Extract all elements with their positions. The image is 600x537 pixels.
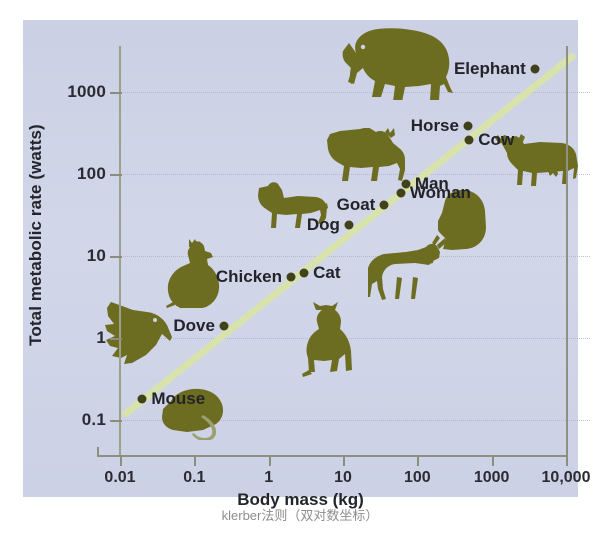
data-point[interactable] xyxy=(464,135,474,145)
data-point[interactable] xyxy=(530,64,540,74)
cat-silhouette xyxy=(302,302,352,377)
y-axis-tick-label: 10 xyxy=(86,246,106,265)
data-point[interactable] xyxy=(463,121,473,131)
x-axis-right-cap xyxy=(566,447,568,457)
y-axis-right-line xyxy=(566,46,568,456)
x-axis-tick-label: 0.1 xyxy=(183,469,206,486)
dog-silhouette xyxy=(258,182,328,228)
x-axis-tick xyxy=(491,457,494,466)
data-point-label: Horse xyxy=(410,116,459,136)
trendline-layer xyxy=(122,53,576,418)
data-point-label: Cow xyxy=(478,129,515,149)
y-axis-tick xyxy=(110,256,122,258)
gridline xyxy=(120,174,590,175)
data-point[interactable] xyxy=(396,188,406,198)
chart-panel: Mouse Dove Chicken Cat Dog Goat Man Woman Horse C… xyxy=(23,20,590,509)
x-axis-tick xyxy=(268,457,271,466)
y-axis-title: Total metabolic rate (watts) xyxy=(26,124,45,346)
data-point[interactable] xyxy=(219,321,229,331)
cow-silhouette xyxy=(495,134,578,186)
y-axis-tick-label: 0.1 xyxy=(81,410,106,429)
figure-caption: klerber法则（双对数坐标） xyxy=(221,508,379,523)
data-point-label: Chicken xyxy=(215,267,283,287)
human-head-silhouette xyxy=(438,190,486,250)
data-point-label: Goat xyxy=(336,194,376,214)
horse-silhouette xyxy=(327,128,405,181)
x-axis-tick-label: 0.01 xyxy=(104,469,136,486)
x-axis-title: Body mass (kg) xyxy=(237,490,364,509)
data-point[interactable] xyxy=(379,200,389,210)
y-axis-tick-label: 1000 xyxy=(67,82,106,101)
trendline xyxy=(122,53,576,418)
y-axis-tick xyxy=(110,338,122,340)
x-axis-tick xyxy=(417,457,420,466)
x-axis-tick xyxy=(120,457,122,466)
y-axis-tick xyxy=(110,92,122,94)
data-point[interactable] xyxy=(401,179,411,189)
data-point-label: Mouse xyxy=(151,389,206,409)
data-point[interactable] xyxy=(137,394,147,404)
y-axis-tick-label: 1 xyxy=(96,328,106,347)
x-axis-tick-label: 1 xyxy=(264,469,274,486)
y-axis-tick-label: 100 xyxy=(77,164,106,183)
gridline xyxy=(120,92,590,93)
data-point-label: Dove xyxy=(173,316,215,336)
x-axis-tick xyxy=(566,457,568,466)
y-axis-line xyxy=(119,46,121,456)
data-point-label: Man xyxy=(414,174,449,194)
dove-silhouette xyxy=(105,302,172,364)
elephant-silhouette xyxy=(342,28,453,100)
data-point[interactable] xyxy=(299,268,309,278)
y-axis-tick xyxy=(110,420,122,422)
data-point[interactable] xyxy=(344,220,354,230)
x-axis-tick-label: 1000 xyxy=(473,469,510,486)
mouse-silhouette xyxy=(162,388,224,440)
goat-silhouette xyxy=(368,235,447,300)
data-point-label: Elephant xyxy=(453,59,526,79)
x-axis-tick xyxy=(194,457,197,466)
chicken-silhouette xyxy=(166,239,220,308)
x-axis-left-cap xyxy=(97,447,99,457)
data-point[interactable] xyxy=(286,272,296,282)
x-axis-tick-label: 10,000 xyxy=(541,469,591,486)
gridline xyxy=(120,256,590,257)
x-axis-tick-label: 10 xyxy=(334,469,352,486)
gridline xyxy=(120,420,590,421)
data-point-label: Dog xyxy=(306,214,340,234)
x-axis-line xyxy=(97,455,568,457)
x-axis-tick xyxy=(343,457,345,466)
gridline xyxy=(120,338,590,339)
data-point-label: Woman xyxy=(409,183,471,203)
data-point-label: Cat xyxy=(313,263,341,283)
x-axis-tick-label: 100 xyxy=(403,469,431,486)
y-axis-tick xyxy=(110,174,122,176)
